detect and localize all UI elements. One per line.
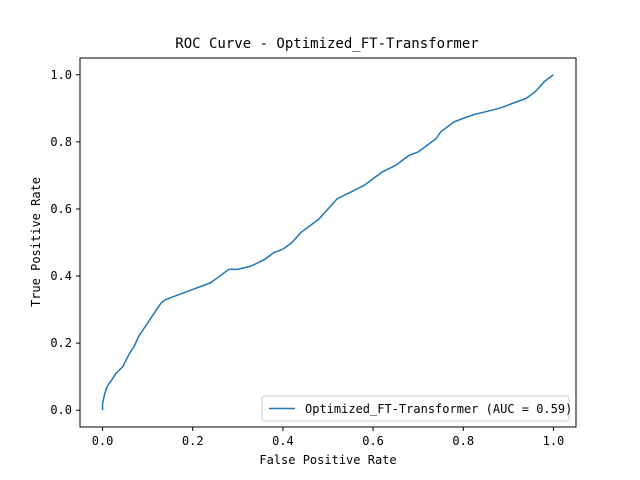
x-axis-label: False Positive Rate bbox=[259, 453, 396, 467]
chart-title: ROC Curve - Optimized_FT-Transformer bbox=[175, 36, 478, 52]
x-tick-label: 0.6 bbox=[362, 434, 384, 448]
y-axis-label: True Positive Rate bbox=[29, 177, 43, 307]
y-tick-label: 1.0 bbox=[50, 68, 72, 82]
ticks-layer: 0.0 0.2 0.4 0.6 0.8 1.0 0.0 0.2 0.4 0.6 0.8 1.0 bbox=[50, 68, 564, 448]
y-tick-label: 0.2 bbox=[50, 336, 72, 350]
legend-label: Optimized_FT-Transformer (AUC = 0.59) bbox=[305, 402, 572, 416]
x-tick-label: 0.4 bbox=[272, 434, 294, 448]
y-tick-label: 0.0 bbox=[50, 403, 72, 417]
legend: Optimized_FT-Transformer (AUC = 0.59) bbox=[261, 395, 572, 422]
y-tick-label: 0.6 bbox=[50, 202, 72, 216]
y-tick-label: 0.4 bbox=[50, 269, 72, 283]
x-tick-label: 0.8 bbox=[452, 434, 474, 448]
x-tick-label: 1.0 bbox=[543, 434, 565, 448]
x-tick-label: 0.2 bbox=[182, 434, 204, 448]
y-tick-label: 0.8 bbox=[50, 135, 72, 149]
legend-box bbox=[261, 395, 570, 422]
plot-layer bbox=[101, 74, 554, 411]
roc-curve-line bbox=[101, 74, 554, 411]
plot-frame bbox=[79, 57, 577, 428]
x-tick-label: 0.0 bbox=[92, 434, 114, 448]
